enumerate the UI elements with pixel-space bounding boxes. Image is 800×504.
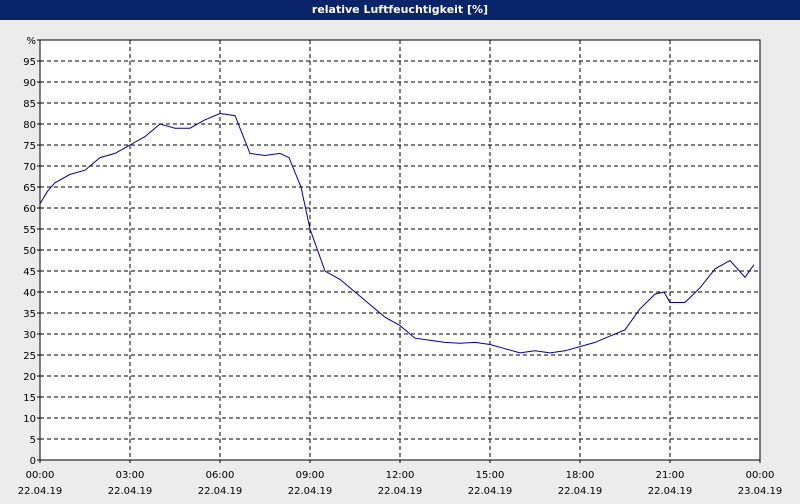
x-tick-label: 00:00 bbox=[26, 470, 55, 481]
y-tick-label: 50 bbox=[23, 246, 36, 257]
y-tick-label: 60 bbox=[23, 204, 36, 215]
x-tick-date: 22.04.19 bbox=[18, 486, 63, 497]
x-tick-date: 22.04.19 bbox=[558, 486, 603, 497]
y-tick-label: 70 bbox=[23, 162, 36, 173]
x-tick-label: 03:00 bbox=[116, 470, 145, 481]
x-tick-date: 22.04.19 bbox=[378, 486, 423, 497]
x-tick-label: 12:00 bbox=[386, 470, 415, 481]
x-tick-label: 21:00 bbox=[656, 470, 685, 481]
y-tick-label: 0 bbox=[30, 456, 36, 467]
y-tick-label: 35 bbox=[23, 309, 36, 320]
x-tick-date: 22.04.19 bbox=[468, 486, 513, 497]
chart-title: relative Luftfeuchtigkeit [%] bbox=[312, 3, 488, 16]
y-tick-label: % bbox=[26, 36, 36, 47]
x-tick-date: 22.04.19 bbox=[648, 486, 693, 497]
x-tick-label: 00:00 bbox=[746, 470, 775, 481]
x-tick-date: 23.04.19 bbox=[738, 486, 783, 497]
x-tick-label: 18:00 bbox=[566, 470, 595, 481]
y-tick-label: 20 bbox=[23, 372, 36, 383]
data-line bbox=[39, 112, 755, 354]
y-tick-label: 65 bbox=[23, 183, 36, 194]
title-bar bbox=[0, 0, 800, 20]
y-tick-label: 40 bbox=[23, 288, 36, 299]
y-tick-label: 90 bbox=[23, 78, 36, 89]
y-tick-label: 85 bbox=[23, 99, 36, 110]
y-tick-label: 95 bbox=[23, 57, 36, 68]
x-tick-date: 22.04.19 bbox=[288, 486, 333, 497]
y-tick-label: 5 bbox=[30, 435, 36, 446]
x-tick-date: 22.04.19 bbox=[198, 486, 243, 497]
y-tick-label: 15 bbox=[23, 393, 36, 404]
x-tick-label: 15:00 bbox=[476, 470, 505, 481]
y-tick-label: 55 bbox=[23, 225, 36, 236]
y-tick-label: 30 bbox=[23, 330, 36, 341]
x-tick-date: 22.04.19 bbox=[108, 486, 153, 497]
x-tick-label: 09:00 bbox=[296, 470, 325, 481]
y-tick-label: 75 bbox=[23, 141, 36, 152]
y-tick-label: 45 bbox=[23, 267, 36, 278]
y-tick-label: 25 bbox=[23, 351, 36, 362]
y-tick-label: 80 bbox=[23, 120, 36, 131]
y-tick-label: 10 bbox=[23, 414, 36, 425]
x-tick-label: 06:00 bbox=[206, 470, 235, 481]
